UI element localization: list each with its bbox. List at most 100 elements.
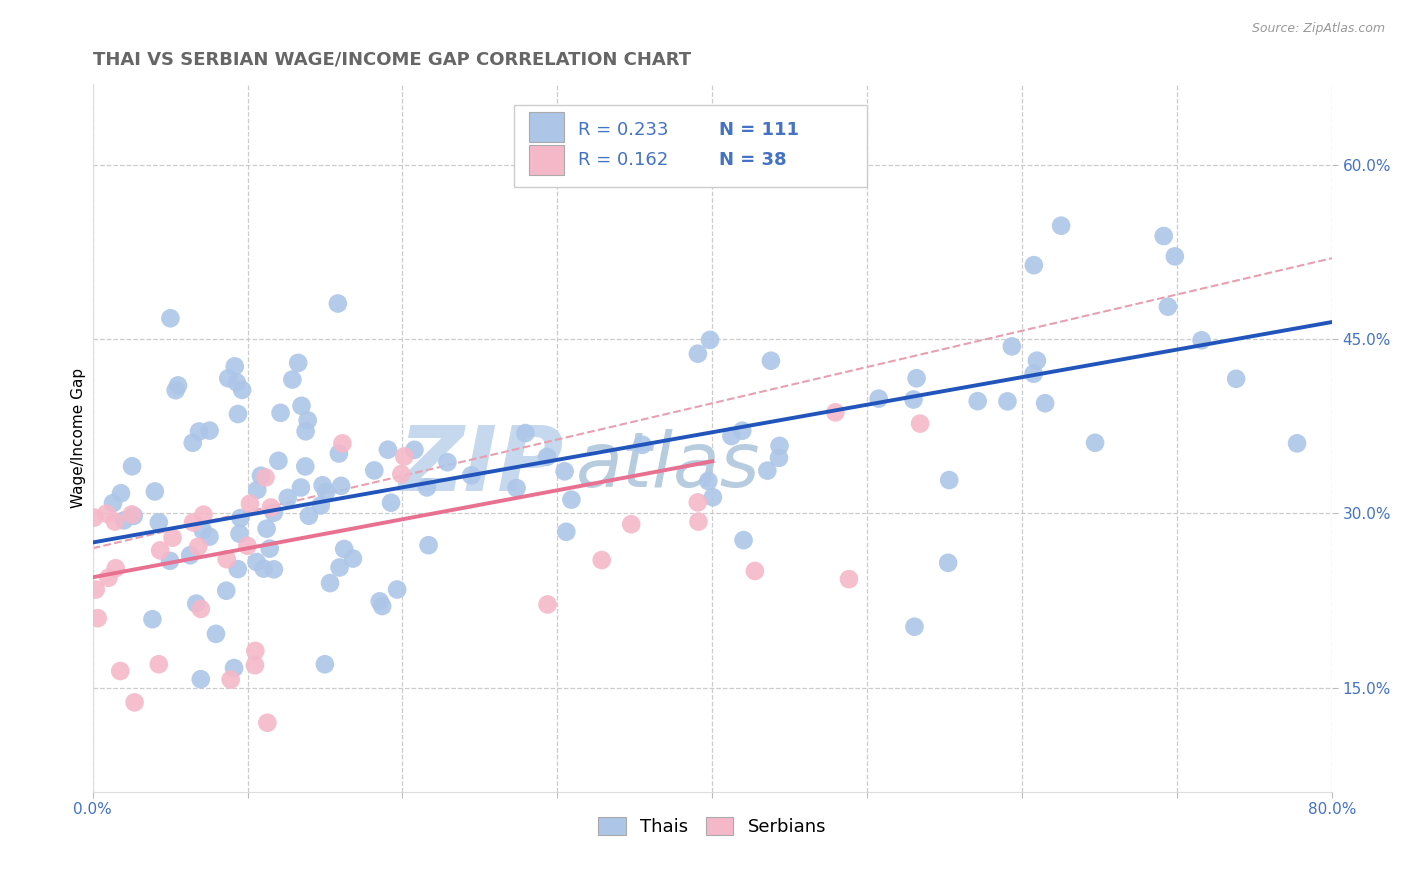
Point bbox=[329, 560, 352, 574]
Point bbox=[226, 407, 249, 421]
Point bbox=[159, 311, 181, 326]
Point bbox=[294, 459, 316, 474]
Point bbox=[96, 507, 118, 521]
Point bbox=[824, 405, 846, 419]
Point bbox=[143, 484, 166, 499]
Point bbox=[250, 468, 273, 483]
Point bbox=[905, 371, 928, 385]
Point bbox=[259, 541, 281, 556]
Point bbox=[720, 429, 742, 443]
Point bbox=[1164, 249, 1187, 263]
Point bbox=[838, 572, 860, 586]
Point bbox=[162, 531, 184, 545]
Point bbox=[254, 470, 277, 484]
Point bbox=[744, 564, 766, 578]
Point bbox=[228, 526, 250, 541]
Point bbox=[225, 376, 247, 390]
Point bbox=[1050, 219, 1073, 233]
Point bbox=[436, 455, 458, 469]
Point bbox=[380, 496, 402, 510]
Text: THAI VS SERBIAN WAGE/INCOME GAP CORRELATION CHART: THAI VS SERBIAN WAGE/INCOME GAP CORRELAT… bbox=[93, 51, 690, 69]
Point bbox=[294, 425, 316, 439]
Point bbox=[287, 356, 309, 370]
Point bbox=[191, 523, 214, 537]
Point bbox=[686, 347, 709, 361]
Point bbox=[631, 438, 654, 452]
Point bbox=[104, 561, 127, 575]
Point bbox=[1033, 396, 1056, 410]
Text: N = 38: N = 38 bbox=[718, 152, 786, 169]
Point bbox=[314, 657, 336, 672]
Point bbox=[110, 486, 132, 500]
Point bbox=[966, 394, 988, 409]
Point bbox=[315, 484, 337, 499]
Point bbox=[236, 539, 259, 553]
Point bbox=[124, 695, 146, 709]
Point bbox=[101, 496, 124, 510]
Y-axis label: Wage/Income Gap: Wage/Income Gap bbox=[72, 368, 86, 508]
Point bbox=[231, 383, 253, 397]
Point bbox=[190, 672, 212, 686]
Point bbox=[215, 552, 238, 566]
Point bbox=[868, 392, 890, 406]
Point bbox=[222, 661, 245, 675]
Point bbox=[697, 474, 720, 488]
FancyBboxPatch shape bbox=[515, 105, 868, 186]
Text: ZIP: ZIP bbox=[398, 422, 564, 510]
Point bbox=[198, 424, 221, 438]
Point bbox=[768, 450, 790, 465]
Point bbox=[733, 533, 755, 548]
Point bbox=[148, 516, 170, 530]
Point bbox=[903, 620, 925, 634]
Point bbox=[86, 611, 108, 625]
Point bbox=[239, 497, 262, 511]
Point bbox=[260, 500, 283, 515]
Point bbox=[389, 467, 412, 481]
Point bbox=[263, 562, 285, 576]
Point bbox=[277, 491, 299, 505]
Point bbox=[418, 538, 440, 552]
Point bbox=[311, 478, 333, 492]
Point bbox=[363, 463, 385, 477]
Point bbox=[515, 426, 537, 441]
Point bbox=[416, 480, 439, 494]
Point bbox=[110, 664, 132, 678]
Text: N = 111: N = 111 bbox=[718, 121, 799, 139]
Point bbox=[219, 673, 242, 687]
Bar bbox=[529, 145, 564, 175]
Point bbox=[104, 515, 127, 529]
Point bbox=[256, 522, 278, 536]
Point bbox=[936, 556, 959, 570]
Point bbox=[756, 464, 779, 478]
Point bbox=[167, 378, 190, 392]
Point bbox=[385, 582, 408, 597]
Point bbox=[342, 551, 364, 566]
Point bbox=[290, 481, 312, 495]
Point bbox=[319, 576, 342, 591]
Point bbox=[371, 599, 394, 613]
Point bbox=[267, 454, 290, 468]
Point bbox=[83, 510, 105, 524]
Point bbox=[1001, 339, 1024, 353]
Point bbox=[536, 450, 558, 464]
Point bbox=[768, 439, 790, 453]
Text: R = 0.162: R = 0.162 bbox=[578, 152, 669, 169]
Point bbox=[217, 371, 239, 385]
Point bbox=[245, 644, 267, 658]
Point bbox=[112, 513, 135, 527]
Point bbox=[245, 555, 267, 569]
Text: R = 0.233: R = 0.233 bbox=[578, 121, 669, 139]
Point bbox=[997, 394, 1019, 409]
Point bbox=[188, 425, 211, 439]
Point bbox=[1153, 229, 1175, 244]
Point bbox=[309, 499, 332, 513]
Point bbox=[1022, 258, 1045, 272]
Point bbox=[215, 583, 238, 598]
Point bbox=[1084, 435, 1107, 450]
Point bbox=[368, 594, 391, 608]
Point bbox=[229, 511, 252, 525]
Point bbox=[165, 383, 187, 397]
Point bbox=[198, 530, 221, 544]
Point bbox=[226, 562, 249, 576]
Point bbox=[141, 612, 163, 626]
